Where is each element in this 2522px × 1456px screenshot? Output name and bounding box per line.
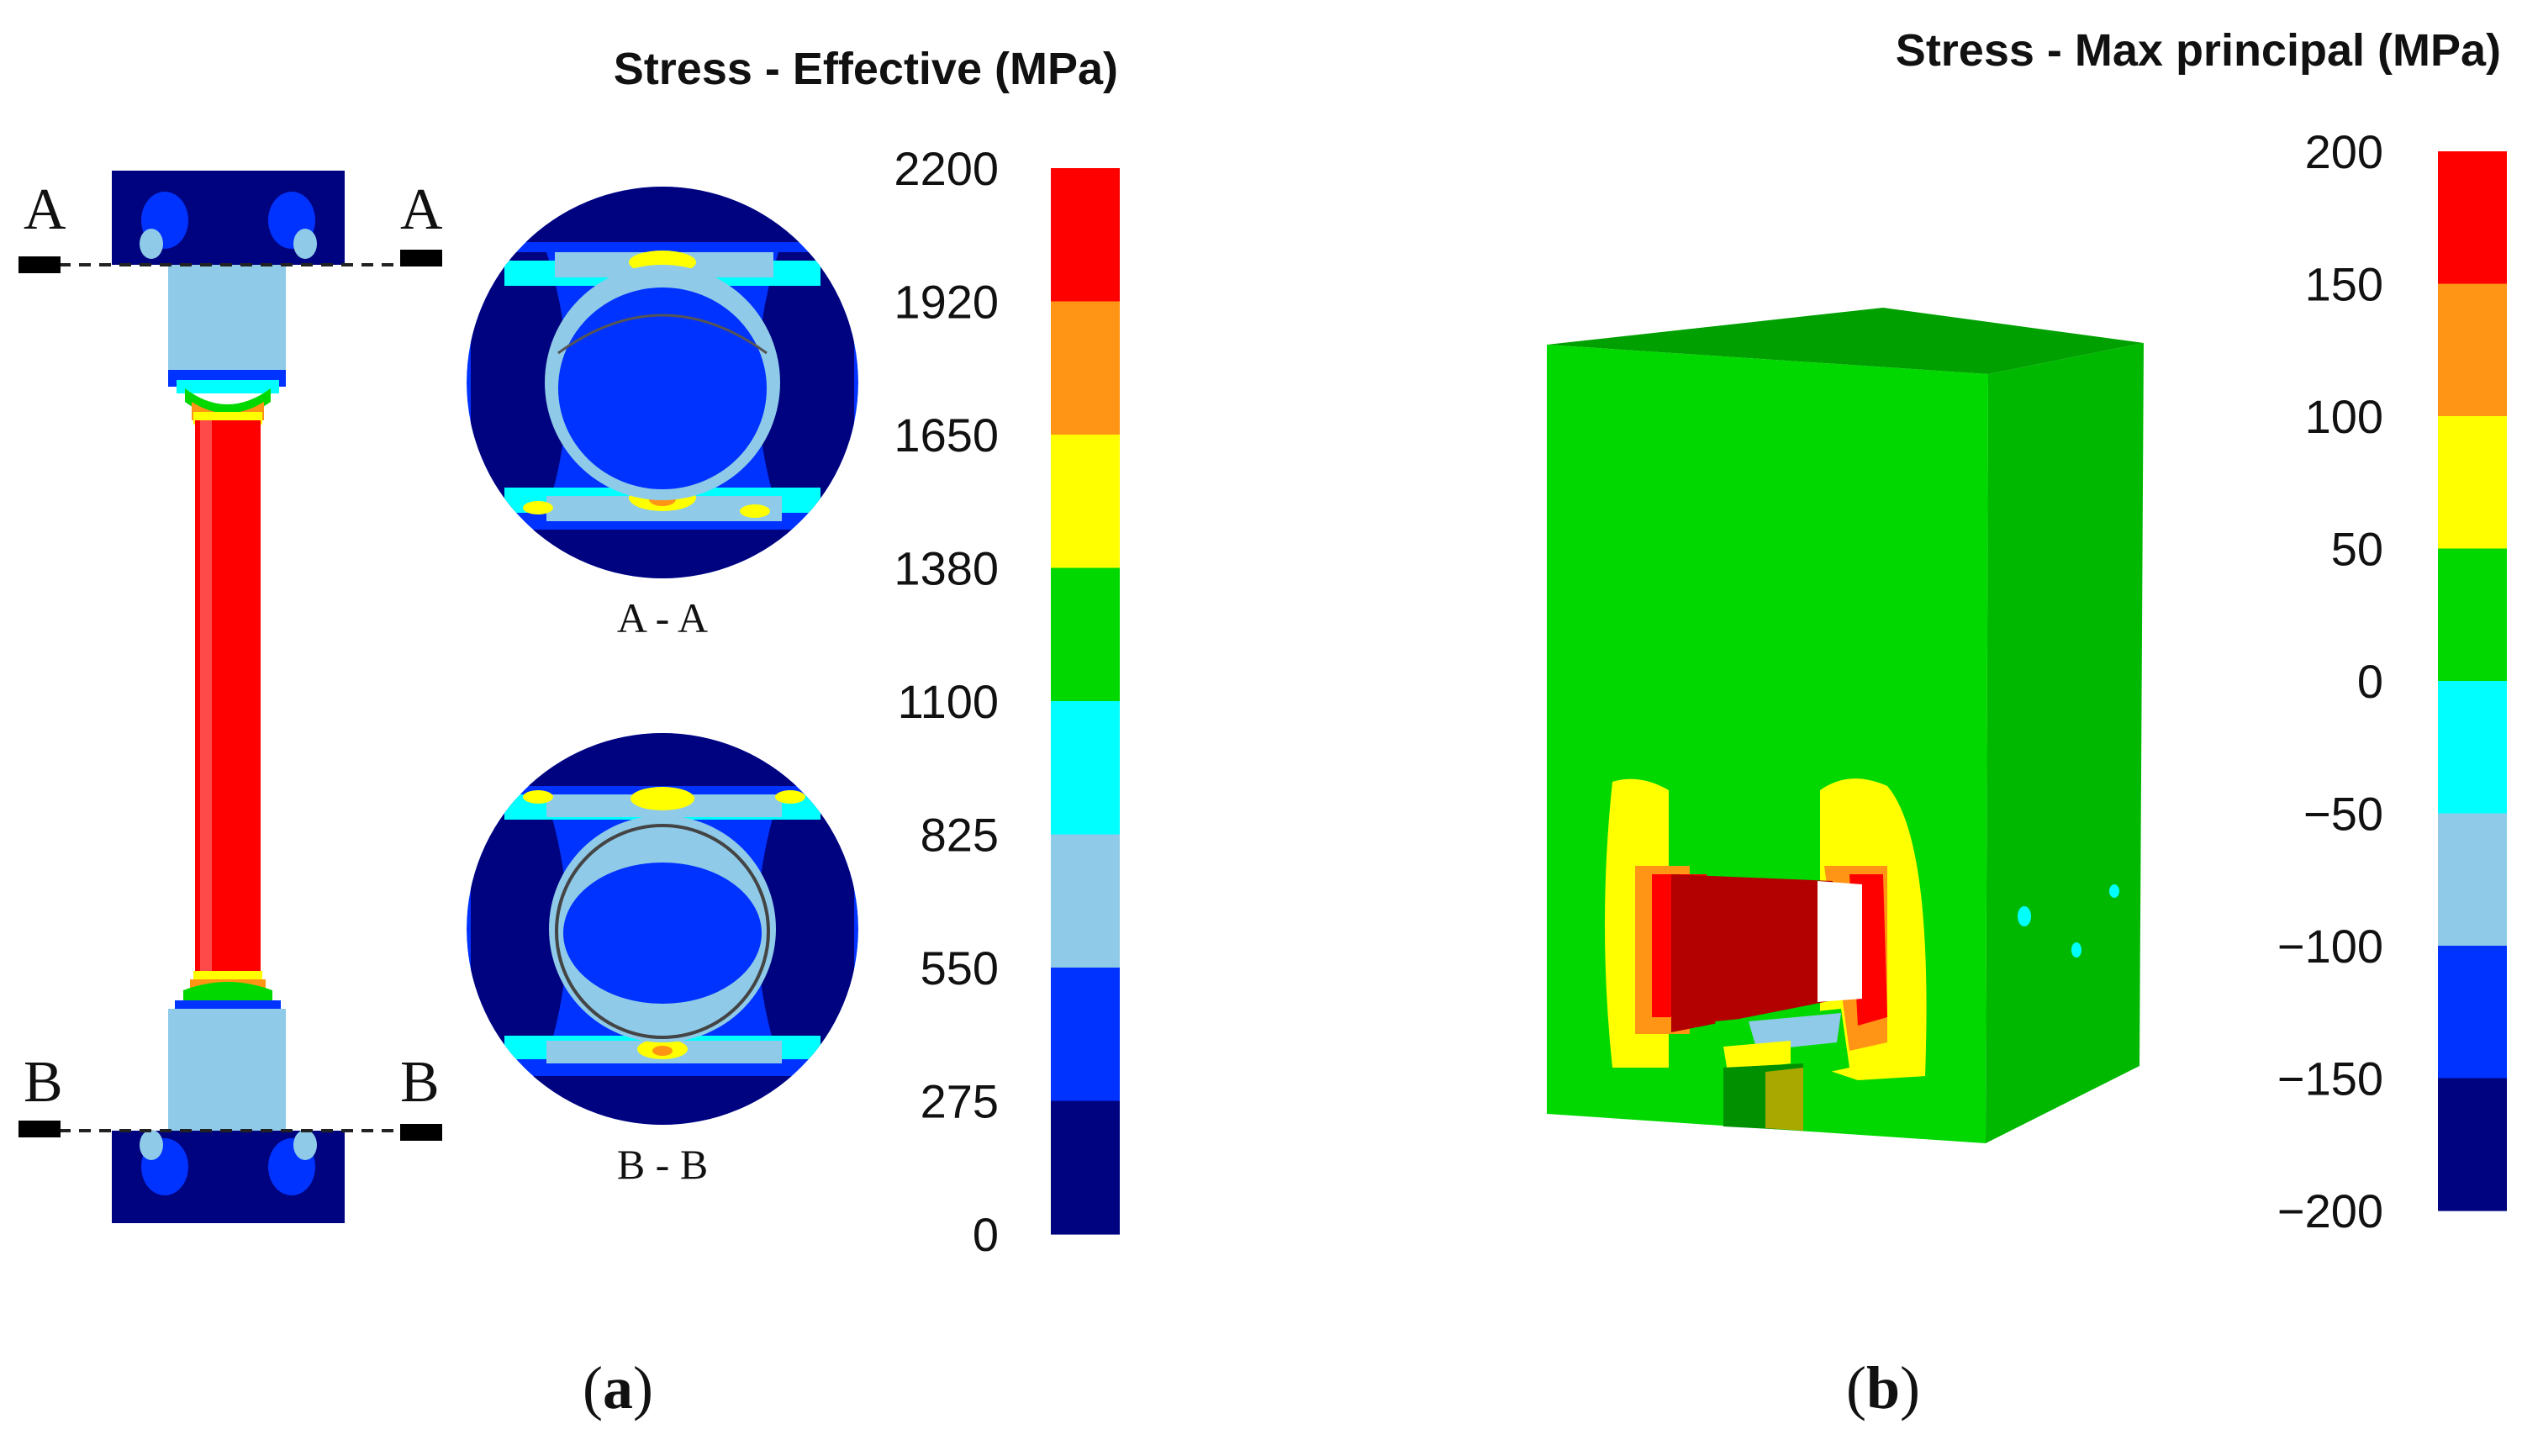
colorbar-segment [1051, 567, 1120, 702]
colorbar-tick-label: 825 [921, 809, 999, 862]
specimen-model [112, 171, 345, 1223]
section-a-caption: A - A [617, 594, 708, 641]
colorbar-tick-label: 1100 [898, 675, 999, 728]
colorbar-tick-label: 550 [921, 942, 999, 994]
section-line-a: A A [18, 177, 443, 273]
section-b-right-letter: B [400, 1050, 440, 1115]
section-a-left-letter: A [24, 177, 66, 242]
colorbar-tick-label: −200 [2277, 1184, 2383, 1237]
colorbar-segment [1051, 168, 1120, 303]
colorbar-tick-label: 200 [2305, 125, 2383, 178]
section-b-caption: B - B [617, 1141, 708, 1188]
colorbar-tick-label: 1650 [894, 409, 999, 462]
section-line-b: B B [18, 1050, 442, 1141]
colorbar-segment [2438, 946, 2507, 1079]
panel-label-a: (a) [583, 1354, 653, 1422]
panel-label-b: (b) [1846, 1354, 1920, 1422]
colorbar-tick-label: 0 [2357, 655, 2383, 708]
colorbar-tick-label: 100 [2305, 390, 2383, 443]
colorbar-tick-label: 0 [973, 1208, 999, 1261]
colorbar-segment [1051, 435, 1120, 569]
colorbar-segment [2438, 1078, 2507, 1211]
colorbar-tick-label: −100 [2277, 920, 2383, 973]
colorbar-segment [1051, 1100, 1120, 1235]
colorbar-segment [2438, 681, 2507, 815]
colorbar-a-title: Stress - Effective (MPa) [614, 44, 1118, 94]
colorbar-segment [1051, 968, 1120, 1102]
colorbar-tick-label: −150 [2277, 1052, 2383, 1105]
colorbar-tick-label: 50 [2331, 523, 2383, 576]
colorbar-tick-label: 150 [2305, 258, 2383, 311]
colorbar-a: 2200 1920 1650 1380 1100 825 550 275 0 [894, 142, 1120, 1261]
block-model [1547, 308, 2144, 1143]
colorbar-tick-label: 1380 [894, 542, 999, 595]
section-b-left-letter: B [24, 1050, 63, 1115]
cross-section-b [467, 733, 858, 1125]
section-a-right-letter: A [400, 177, 443, 242]
colorbar-b-title: Stress - Max principal (MPa) [1896, 25, 2501, 76]
colorbar-segment [2438, 151, 2507, 285]
colorbar-segment [2438, 813, 2507, 947]
colorbar-tick-label: 275 [921, 1075, 999, 1128]
colorbar-tick-label: 1920 [894, 276, 999, 329]
colorbar-segment [2438, 283, 2507, 417]
colorbar-b: 200 150 100 50 0 −50 −100 −150 −200 [2277, 125, 2507, 1237]
colorbar-segment [1051, 701, 1120, 836]
colorbar-tick-label: 2200 [894, 142, 999, 195]
colorbar-segment [1051, 834, 1120, 968]
colorbar-segment [2438, 416, 2507, 550]
cross-section-a [467, 187, 858, 578]
colorbar-segment [2438, 548, 2507, 682]
colorbar-segment [1051, 301, 1120, 435]
colorbar-tick-label: −50 [2303, 788, 2383, 841]
